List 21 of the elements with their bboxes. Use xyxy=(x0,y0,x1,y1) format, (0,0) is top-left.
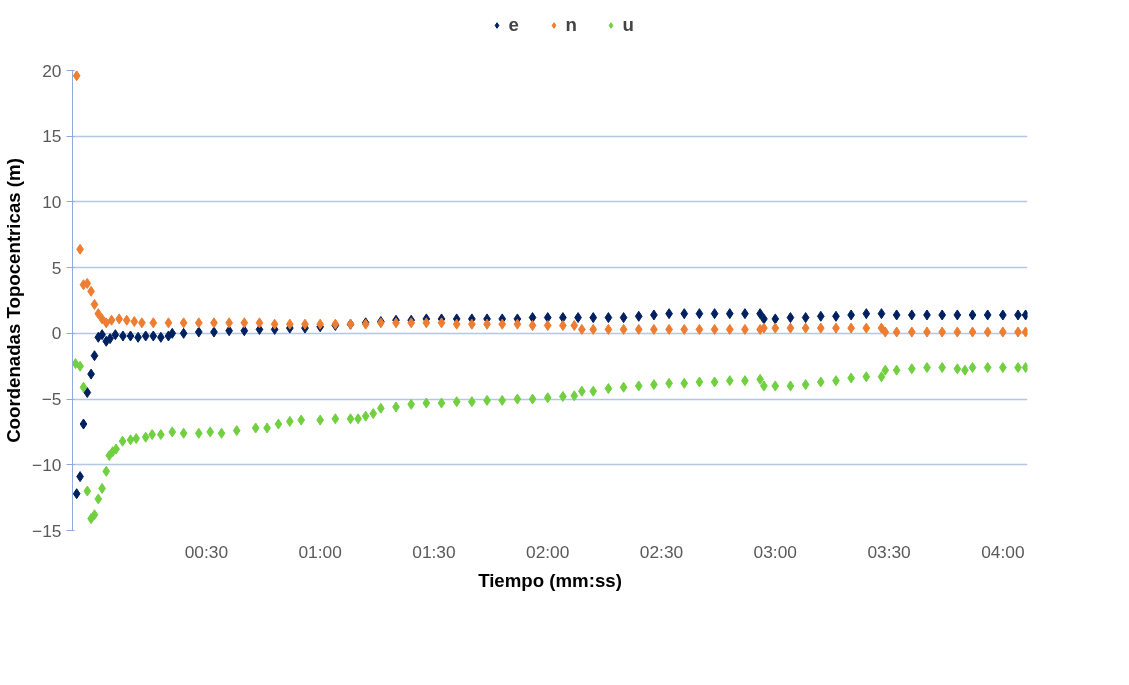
legend-label: u xyxy=(622,14,635,36)
y-tick-label: −15 xyxy=(32,520,62,541)
y-axis-title: Coordenadas Topocentricas (m) xyxy=(3,158,25,443)
x-tick-label: 02:00 xyxy=(526,541,570,562)
y-tick-label: 5 xyxy=(51,257,62,278)
y-tick-label: 10 xyxy=(42,191,62,212)
x-tick-label: 02:30 xyxy=(639,541,684,562)
x-axis-title: Tiempo (mm:ss) xyxy=(478,569,622,591)
y-tick-label: 20 xyxy=(42,60,62,81)
x-tick-label: 03:30 xyxy=(867,541,911,562)
y-tick-label: 15 xyxy=(42,126,62,147)
x-tick-label: 01:30 xyxy=(412,541,456,562)
x-tick-label: 04:00 xyxy=(981,541,1025,562)
legend-label: n xyxy=(565,14,578,36)
x-tick-label: 00:30 xyxy=(184,541,229,562)
x-tick-label: 03:00 xyxy=(753,541,797,562)
legend-label: e xyxy=(508,14,520,36)
y-tick-label: 0 xyxy=(51,323,62,344)
y-tick-label: −10 xyxy=(32,454,62,475)
y-tick-label: −5 xyxy=(41,389,62,410)
x-tick-label: 01:00 xyxy=(298,541,342,562)
